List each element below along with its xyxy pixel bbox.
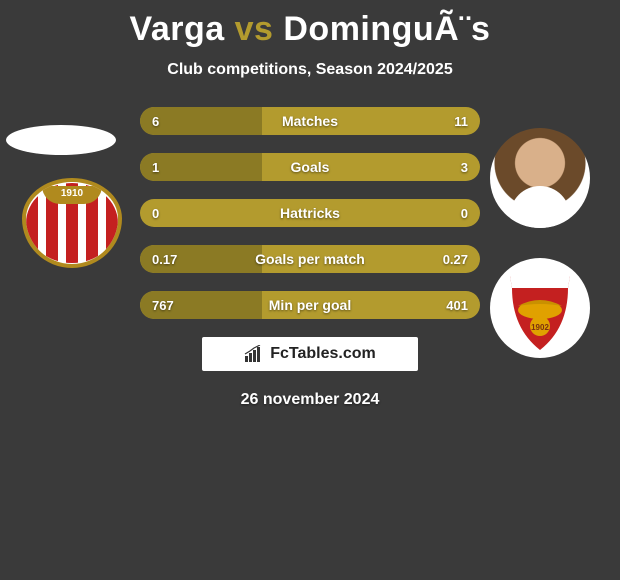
stat-row: 1Goals3 <box>140 153 480 181</box>
crest-right-year: 1902 <box>531 323 549 332</box>
stat-label: Min per goal <box>140 291 480 319</box>
subtitle: Club competitions, Season 2024/2025 <box>0 61 620 79</box>
stat-row: 0.17Goals per match0.27 <box>140 245 480 273</box>
player1-avatar <box>6 125 116 155</box>
stat-value-right: 11 <box>454 107 468 135</box>
stat-label: Goals per match <box>140 245 480 273</box>
player2-club-crest: 1902 <box>490 258 590 358</box>
vs-label: vs <box>235 10 274 48</box>
crest-year: 1910 <box>42 186 102 204</box>
player1-name: Varga <box>130 10 225 48</box>
stat-value-right: 0.27 <box>443 245 468 273</box>
stat-row: 767Min per goal401 <box>140 291 480 319</box>
stat-value-right: 401 <box>446 291 468 319</box>
stat-row: 6Matches11 <box>140 107 480 135</box>
brand-text: FcTables.com <box>270 345 376 363</box>
stat-label: Goals <box>140 153 480 181</box>
stat-value-right: 0 <box>461 199 468 227</box>
stat-row: 0Hattricks0 <box>140 199 480 227</box>
stat-value-right: 3 <box>461 153 468 181</box>
brand-chart-icon <box>244 345 264 363</box>
player2-name: DominguÃ¨s <box>283 10 490 48</box>
stat-label: Hattricks <box>140 199 480 227</box>
player2-avatar <box>490 128 590 228</box>
stat-label: Matches <box>140 107 480 135</box>
page-title: Varga vs DominguÃ¨s <box>0 0 620 49</box>
player1-club-crest: 1910 <box>22 178 122 268</box>
stats-list: 6Matches11 1Goals3 0Hattricks0 0.17Goals pe… <box>140 107 480 319</box>
brand-badge: FcTables.com <box>202 337 418 371</box>
date-text: 26 november 2024 <box>0 391 620 409</box>
